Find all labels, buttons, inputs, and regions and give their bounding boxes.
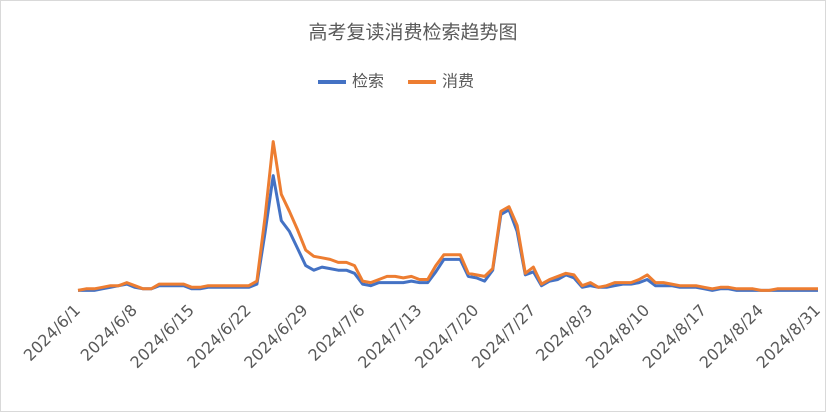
series-line <box>77 140 818 292</box>
chart-title: 高考复读消费检索趋势图 <box>308 22 517 44</box>
legend-label: 检索 <box>352 72 384 91</box>
legend-label: 消费 <box>442 72 474 91</box>
